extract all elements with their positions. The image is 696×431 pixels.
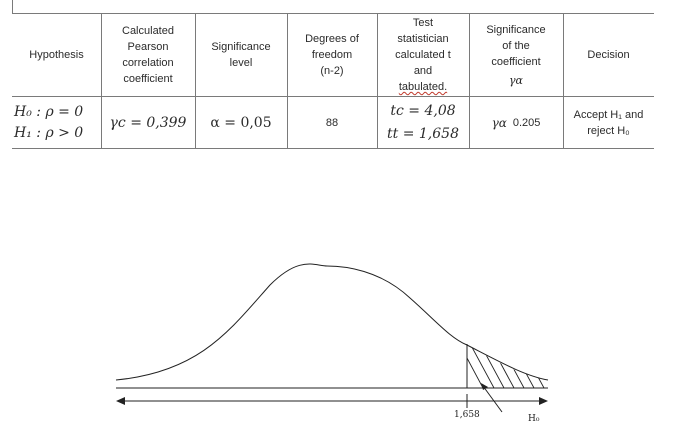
header-coefficient-significance: Significance of the coefficient γα (469, 14, 563, 96)
col-separator-2 (195, 13, 196, 149)
header-decision: Decision (587, 49, 630, 61)
cell-decision: Accept H₁ and reject H₀ (573, 108, 644, 137)
table-bottom-border (12, 148, 654, 149)
header-degrees-of-freedom: Degrees of freedom (n-2) (305, 33, 359, 77)
rejection-region-hatching (467, 345, 548, 388)
header-tabulated-text: tabulated. (398, 81, 448, 93)
header-gamma-alpha-symbol: γα (508, 73, 523, 87)
col-separator-6 (563, 13, 564, 149)
region-pointer-arrowhead (481, 383, 488, 390)
cell-hypotheses: H₀ : ρ = 0 H₁ : ρ > 0 (14, 97, 101, 148)
header-hypothesis: Hypothesis (29, 49, 84, 61)
col-separator-1 (101, 13, 102, 149)
cell-alpha: α = 0,05 (210, 114, 272, 131)
gamma-alpha-value: 0.205 (512, 116, 541, 129)
null-region-label: H₀ (528, 414, 540, 424)
region-pointer-arrow (482, 385, 503, 413)
t-calculated: tc = 4,08 (390, 102, 456, 119)
critical-value-label: 1,658 (454, 410, 480, 420)
cell-degrees: 88 (325, 116, 339, 129)
col-separator-3 (287, 13, 288, 149)
header-significance-level: Significance level (211, 41, 271, 69)
axis-right-arrowhead (539, 397, 548, 405)
alternative-hypothesis: H₁ : ρ > 0 (14, 124, 84, 141)
bell-curve (115, 263, 549, 381)
table-top-border (12, 13, 654, 14)
table-left-edge (12, 0, 13, 14)
header-test-statistic: Test statistician calculated t and tabul… (377, 14, 469, 96)
cell-gamma-c: γc = 0,399 (109, 114, 187, 131)
col-separator-5 (469, 13, 470, 149)
table-header-separator (12, 96, 654, 97)
header-test-statistic-text: Test statistician calculated t and (395, 17, 451, 77)
axis-left-arrowhead (116, 397, 125, 405)
col-separator-4 (377, 13, 378, 149)
null-hypothesis: H₀ : ρ = 0 (14, 103, 84, 120)
cell-gamma-alpha: γα 0.205 (469, 97, 563, 148)
t-tabulated: tt = 1,658 (387, 125, 459, 142)
gamma-alpha-symbol: γα (491, 115, 507, 130)
header-coefficient-significance-text: Significance of the coefficient (486, 23, 546, 68)
header-calculated-coefficient: Calculated Pearson correlation coefficie… (122, 25, 174, 85)
cell-t-statistics: tc = 4,08 tt = 1,658 (377, 97, 469, 148)
